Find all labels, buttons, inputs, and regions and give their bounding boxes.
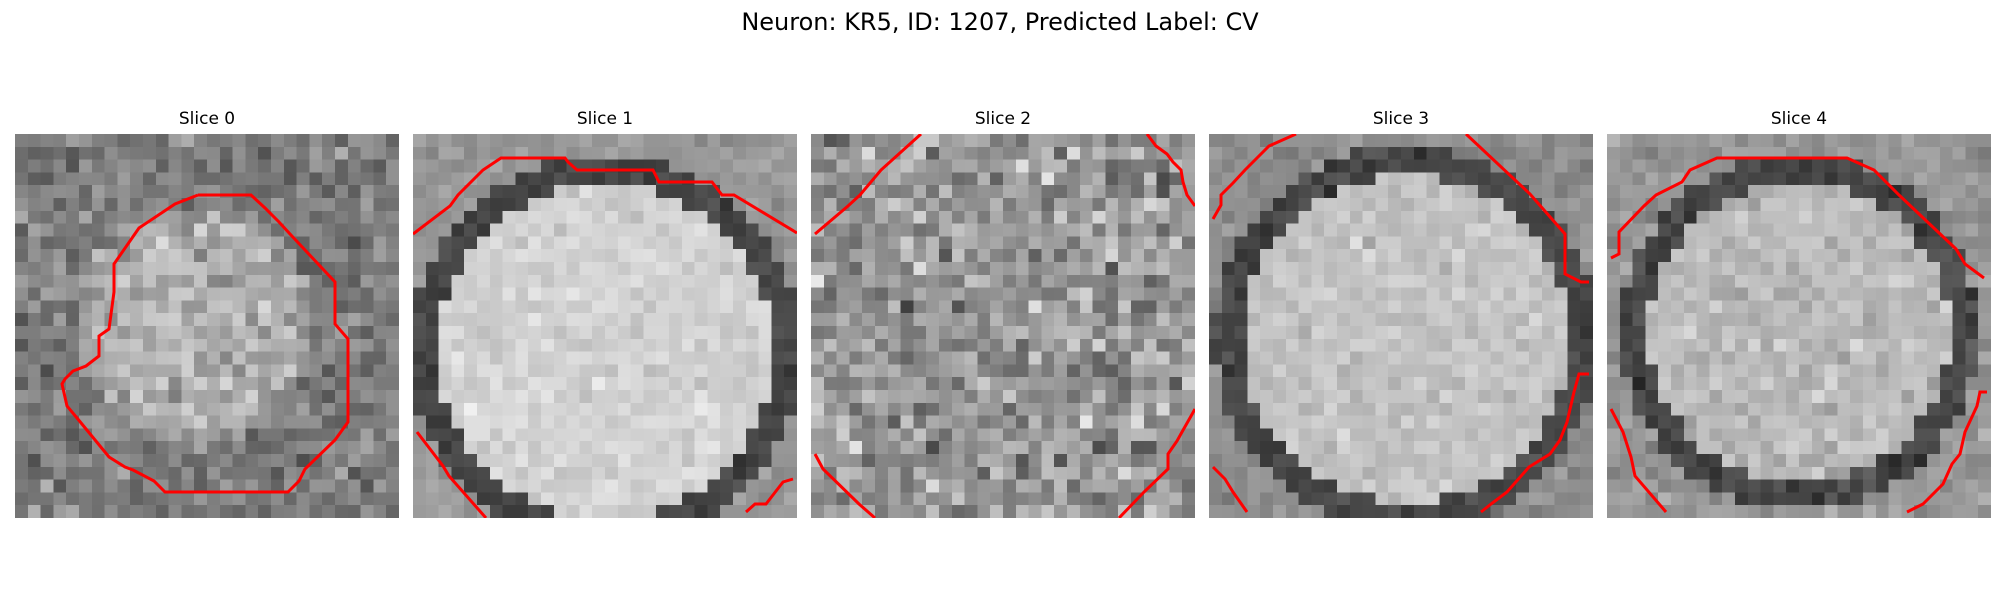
slice-3-contour [1480,372,1589,514]
slice-3-contour [1211,465,1249,513]
slice-4-contour-overlay [1609,156,1987,514]
slice-1-panel [413,134,797,518]
slice-2-contour [814,134,923,236]
figure-title: Neuron: KR5, ID: 1207, Predicted Label: … [741,8,1259,36]
slice-3-contour [1464,134,1589,284]
slice-4-contour [1609,408,1668,513]
slice-1-image [413,134,797,518]
slice-2-contour [1117,408,1195,518]
slice-2-image [811,134,1195,518]
slice-2-contour-overlay [813,134,1195,518]
slice-2-panel [811,134,1195,518]
slice-3-title: Slice 3 [1372,109,1430,129]
slice-1-contour-overlay [413,156,797,518]
slice-0-contour [60,193,350,494]
slice-4-contour [1610,156,1985,280]
slice-2-contour [1145,134,1195,207]
slice-1-title: Slice 1 [576,109,634,129]
slice-1-contour [415,431,488,518]
slice-4-panel [1607,134,1991,518]
slice-3-contour [1211,134,1297,220]
slice-4-title: Slice 4 [1770,109,1828,129]
slice-0-title: Slice 0 [178,109,236,129]
slice-2-contour [813,453,876,518]
slice-3-panel [1209,134,1593,518]
slice-0-panel [15,134,399,518]
slice-1-contour [413,156,797,236]
slice-4-contour [1906,390,1987,514]
slice-3-contour-overlay [1211,134,1589,514]
slice-0-contour-overlay [60,193,350,494]
slice-4-image [1607,134,1991,518]
slice-1-contour [745,477,794,514]
slice-3-image [1209,134,1593,518]
slice-2-title: Slice 2 [974,109,1032,129]
